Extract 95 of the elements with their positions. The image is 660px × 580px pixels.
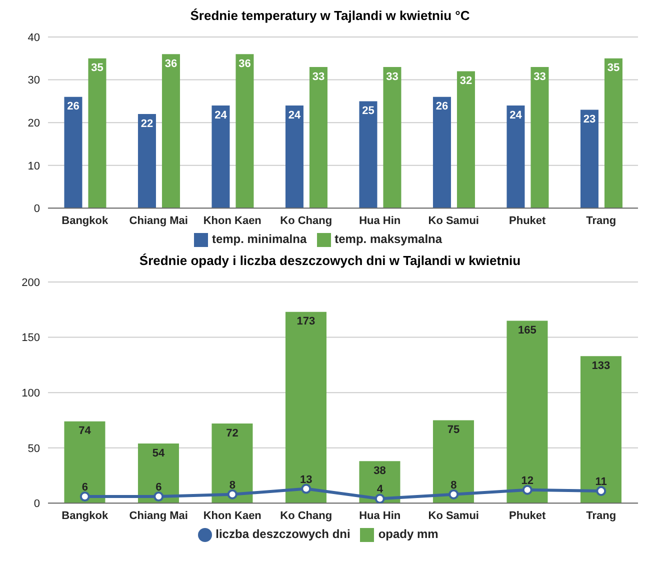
x-tick-label: Ko Samui — [428, 214, 479, 227]
y-tick-label: 150 — [22, 332, 40, 344]
y-tick-label: 100 — [22, 387, 40, 400]
data-label: 4 — [376, 484, 384, 496]
point — [374, 494, 385, 504]
bar — [162, 54, 180, 208]
data-label: 35 — [607, 62, 620, 74]
x-tick-label: Phuket — [509, 510, 546, 522]
x-tick-label: Trang — [586, 510, 616, 522]
bar — [506, 105, 525, 208]
data-label: 54 — [152, 447, 166, 460]
data-label: 38 — [374, 464, 386, 477]
data-label: 23 — [583, 114, 596, 126]
data-label: 26 — [67, 100, 80, 113]
x-tick-label: Khon Kaen — [203, 214, 262, 227]
chart-title: Średnie opady i liczba deszczowych dni w Tajlandi w kwietniu — [138, 253, 522, 268]
bar — [212, 105, 230, 208]
bar — [506, 320, 548, 504]
data-label: 36 — [238, 58, 251, 70]
bar — [383, 66, 402, 208]
legend-label: liczba deszczowych dni — [216, 527, 350, 542]
x-tick-label: Ko Samui — [428, 510, 479, 522]
data-label: 72 — [226, 427, 238, 440]
bar — [236, 54, 254, 208]
x-tick-label: Chiang Mai — [129, 510, 188, 522]
x-tick-label: Bangkok — [62, 214, 109, 227]
bar — [309, 66, 328, 208]
data-label: 24 — [510, 109, 523, 122]
legend-label: temp. maksymalna — [334, 232, 442, 246]
data-label: 33 — [386, 70, 398, 83]
data-label: 8 — [450, 479, 457, 492]
data-label: 26 — [436, 100, 448, 113]
data-label: 35 — [91, 62, 104, 74]
data-label: 173 — [296, 316, 316, 328]
point — [448, 489, 459, 500]
bar — [285, 105, 304, 208]
y-tick-label: 10 — [28, 160, 40, 172]
legend-label: temp. minimalna — [212, 232, 307, 246]
bar — [432, 420, 474, 504]
data-label: 32 — [460, 75, 472, 88]
y-tick-label: 20 — [28, 117, 40, 130]
data-label: 165 — [518, 324, 536, 337]
data-label: 24 — [214, 109, 228, 122]
data-label: 36 — [164, 58, 178, 70]
data-label: 33 — [312, 70, 325, 83]
data-label: 6 — [82, 482, 88, 494]
point — [154, 492, 164, 502]
bar — [64, 421, 106, 504]
bar — [138, 114, 156, 208]
data-label: 11 — [595, 476, 607, 488]
point — [522, 484, 532, 495]
point — [596, 486, 606, 496]
y-tick-label: 40 — [28, 32, 40, 44]
y-tick-label: 0 — [34, 498, 40, 510]
data-label: 6 — [156, 482, 162, 494]
x-tick-label: Bangkok — [62, 510, 109, 522]
bar — [580, 356, 622, 504]
data-label: 75 — [447, 424, 460, 436]
legend-label: opady mm — [378, 527, 438, 542]
bar — [64, 96, 82, 208]
x-tick-label: Phuket — [509, 214, 546, 227]
x-tick-label: Trang — [586, 214, 616, 227]
x-tick-label: Ko Chang — [280, 510, 332, 522]
data-label: 74 — [78, 425, 92, 438]
bar — [138, 443, 179, 504]
bar — [212, 424, 253, 504]
y-tick-label: 200 — [22, 276, 40, 289]
y-tick-label: 50 — [28, 442, 40, 455]
x-tick-label: Hua Hin — [359, 510, 401, 522]
bar — [530, 66, 549, 208]
chart-title: Średnie temperatury w Tajlandi w kwietniu °C — [189, 8, 471, 23]
data-label: 133 — [592, 360, 610, 372]
y-tick-label: 30 — [28, 74, 40, 87]
bar — [88, 58, 106, 208]
data-label: 25 — [362, 105, 374, 117]
data-label: 13 — [300, 474, 312, 486]
point — [80, 492, 90, 502]
data-label: 22 — [140, 118, 154, 130]
data-label: 12 — [521, 474, 534, 487]
y-tick-label: 0 — [34, 203, 40, 216]
data-label: 24 — [288, 109, 302, 122]
point — [301, 484, 312, 494]
x-tick-label: Ko Chang — [280, 214, 332, 227]
x-tick-label: Chiang Mai — [129, 214, 188, 227]
bar — [359, 101, 378, 208]
point — [227, 489, 238, 500]
x-tick-label: Hua Hin — [359, 214, 401, 227]
bar — [432, 96, 451, 208]
data-label: 33 — [534, 70, 546, 83]
data-label: 8 — [229, 479, 236, 492]
x-tick-label: Khon Kaen — [203, 510, 262, 522]
bar — [580, 110, 598, 208]
bar — [285, 312, 326, 504]
bar — [456, 71, 475, 208]
bar — [604, 58, 622, 208]
